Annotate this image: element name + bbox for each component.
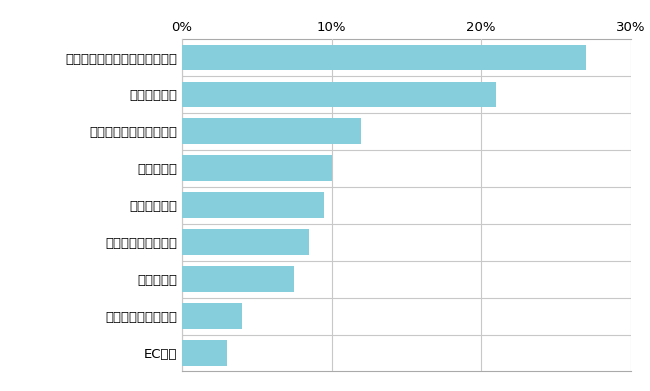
Bar — [182, 340, 227, 366]
Bar — [182, 118, 361, 144]
Bar — [182, 266, 294, 292]
Bar — [182, 155, 332, 181]
Bar — [182, 82, 496, 108]
Bar — [182, 303, 242, 329]
Bar — [182, 229, 309, 255]
Bar — [182, 192, 324, 218]
Bar — [182, 45, 586, 70]
